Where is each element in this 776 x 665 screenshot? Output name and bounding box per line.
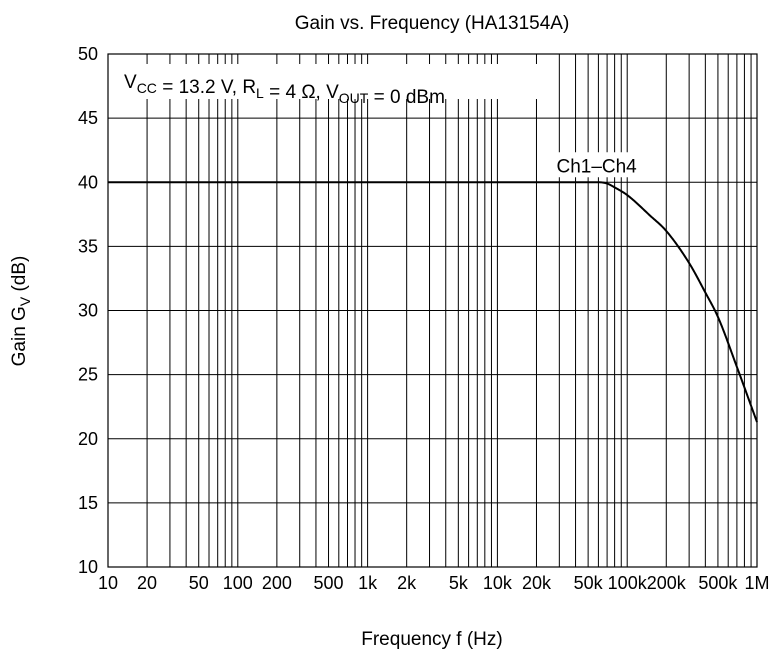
y-tick-label: 50 xyxy=(78,44,98,64)
y-tick-label: 25 xyxy=(78,365,98,385)
plot-frame xyxy=(107,53,758,568)
x-tick-label: 100 xyxy=(223,573,253,593)
x-tick-labels: 10 20 50 100 200 500 1k 2k 5k 10k 20k 50k 100k 200k 50… xyxy=(98,573,770,593)
x-tick-label: 50 xyxy=(189,573,209,593)
x-tick-label: 20 xyxy=(137,573,157,593)
conditions-label-background xyxy=(118,64,548,99)
x-tick-label: 5k xyxy=(449,573,469,593)
conditions-subscript: CC xyxy=(137,80,157,96)
y-tick-label: 45 xyxy=(78,108,98,128)
conditions-text-part: V xyxy=(124,72,137,93)
x-tick-label: 100k xyxy=(608,573,648,593)
conditions-text-part: = 4 Ω, V xyxy=(264,82,339,103)
x-tick-label: 50k xyxy=(574,573,604,593)
y-tick-labels: 10 15 20 25 30 35 40 45 50 xyxy=(78,44,98,577)
x-tick-label: 10 xyxy=(98,573,118,593)
y-axis-label-sub: V xyxy=(17,296,33,306)
conditions-text-part: = 0 dBm xyxy=(368,87,445,108)
series-label: Ch1–Ch4 xyxy=(556,156,637,177)
x-axis-label: Frequency f (Hz) xyxy=(361,629,502,650)
y-tick-label: 35 xyxy=(78,236,98,256)
chart-title: Gain vs. Frequency (HA13154A) xyxy=(295,13,570,34)
y-tick-label: 40 xyxy=(78,172,98,192)
y-tick-label: 30 xyxy=(78,301,98,321)
y-axis-label: Gain GV (dB) xyxy=(9,256,33,367)
x-tick-label: 200 xyxy=(262,573,292,593)
x-tick-label: 2k xyxy=(397,573,417,593)
y-tick-label: 10 xyxy=(78,557,98,577)
conditions-subscript: L xyxy=(256,85,264,101)
series-label-background xyxy=(542,152,651,178)
y-tick-label: 20 xyxy=(78,429,98,449)
x-tick-label: 500k xyxy=(698,573,738,593)
x-tick-label: 200k xyxy=(647,573,687,593)
y-tick-label: 15 xyxy=(78,493,98,513)
x-tick-label: 10k xyxy=(483,573,513,593)
x-tick-label: 1M xyxy=(744,573,769,593)
conditions-subscript: OUT xyxy=(339,90,369,106)
x-tick-label: 500 xyxy=(314,573,344,593)
x-tick-label: 1k xyxy=(358,573,378,593)
y-axis-label-main: Gain G xyxy=(9,306,30,366)
grid-lines xyxy=(108,54,757,567)
x-tick-label: 20k xyxy=(522,573,552,593)
curve-layer: Ch1–Ch4 xyxy=(108,152,758,423)
conditions-label: VCC = 13.2 V, RL = 4 Ω, VOUT = 0 dBm xyxy=(124,72,445,108)
series-line xyxy=(108,181,758,423)
conditions-text-part: = 13.2 V, R xyxy=(157,77,256,98)
y-axis-label-unit: (dB) xyxy=(9,256,30,297)
